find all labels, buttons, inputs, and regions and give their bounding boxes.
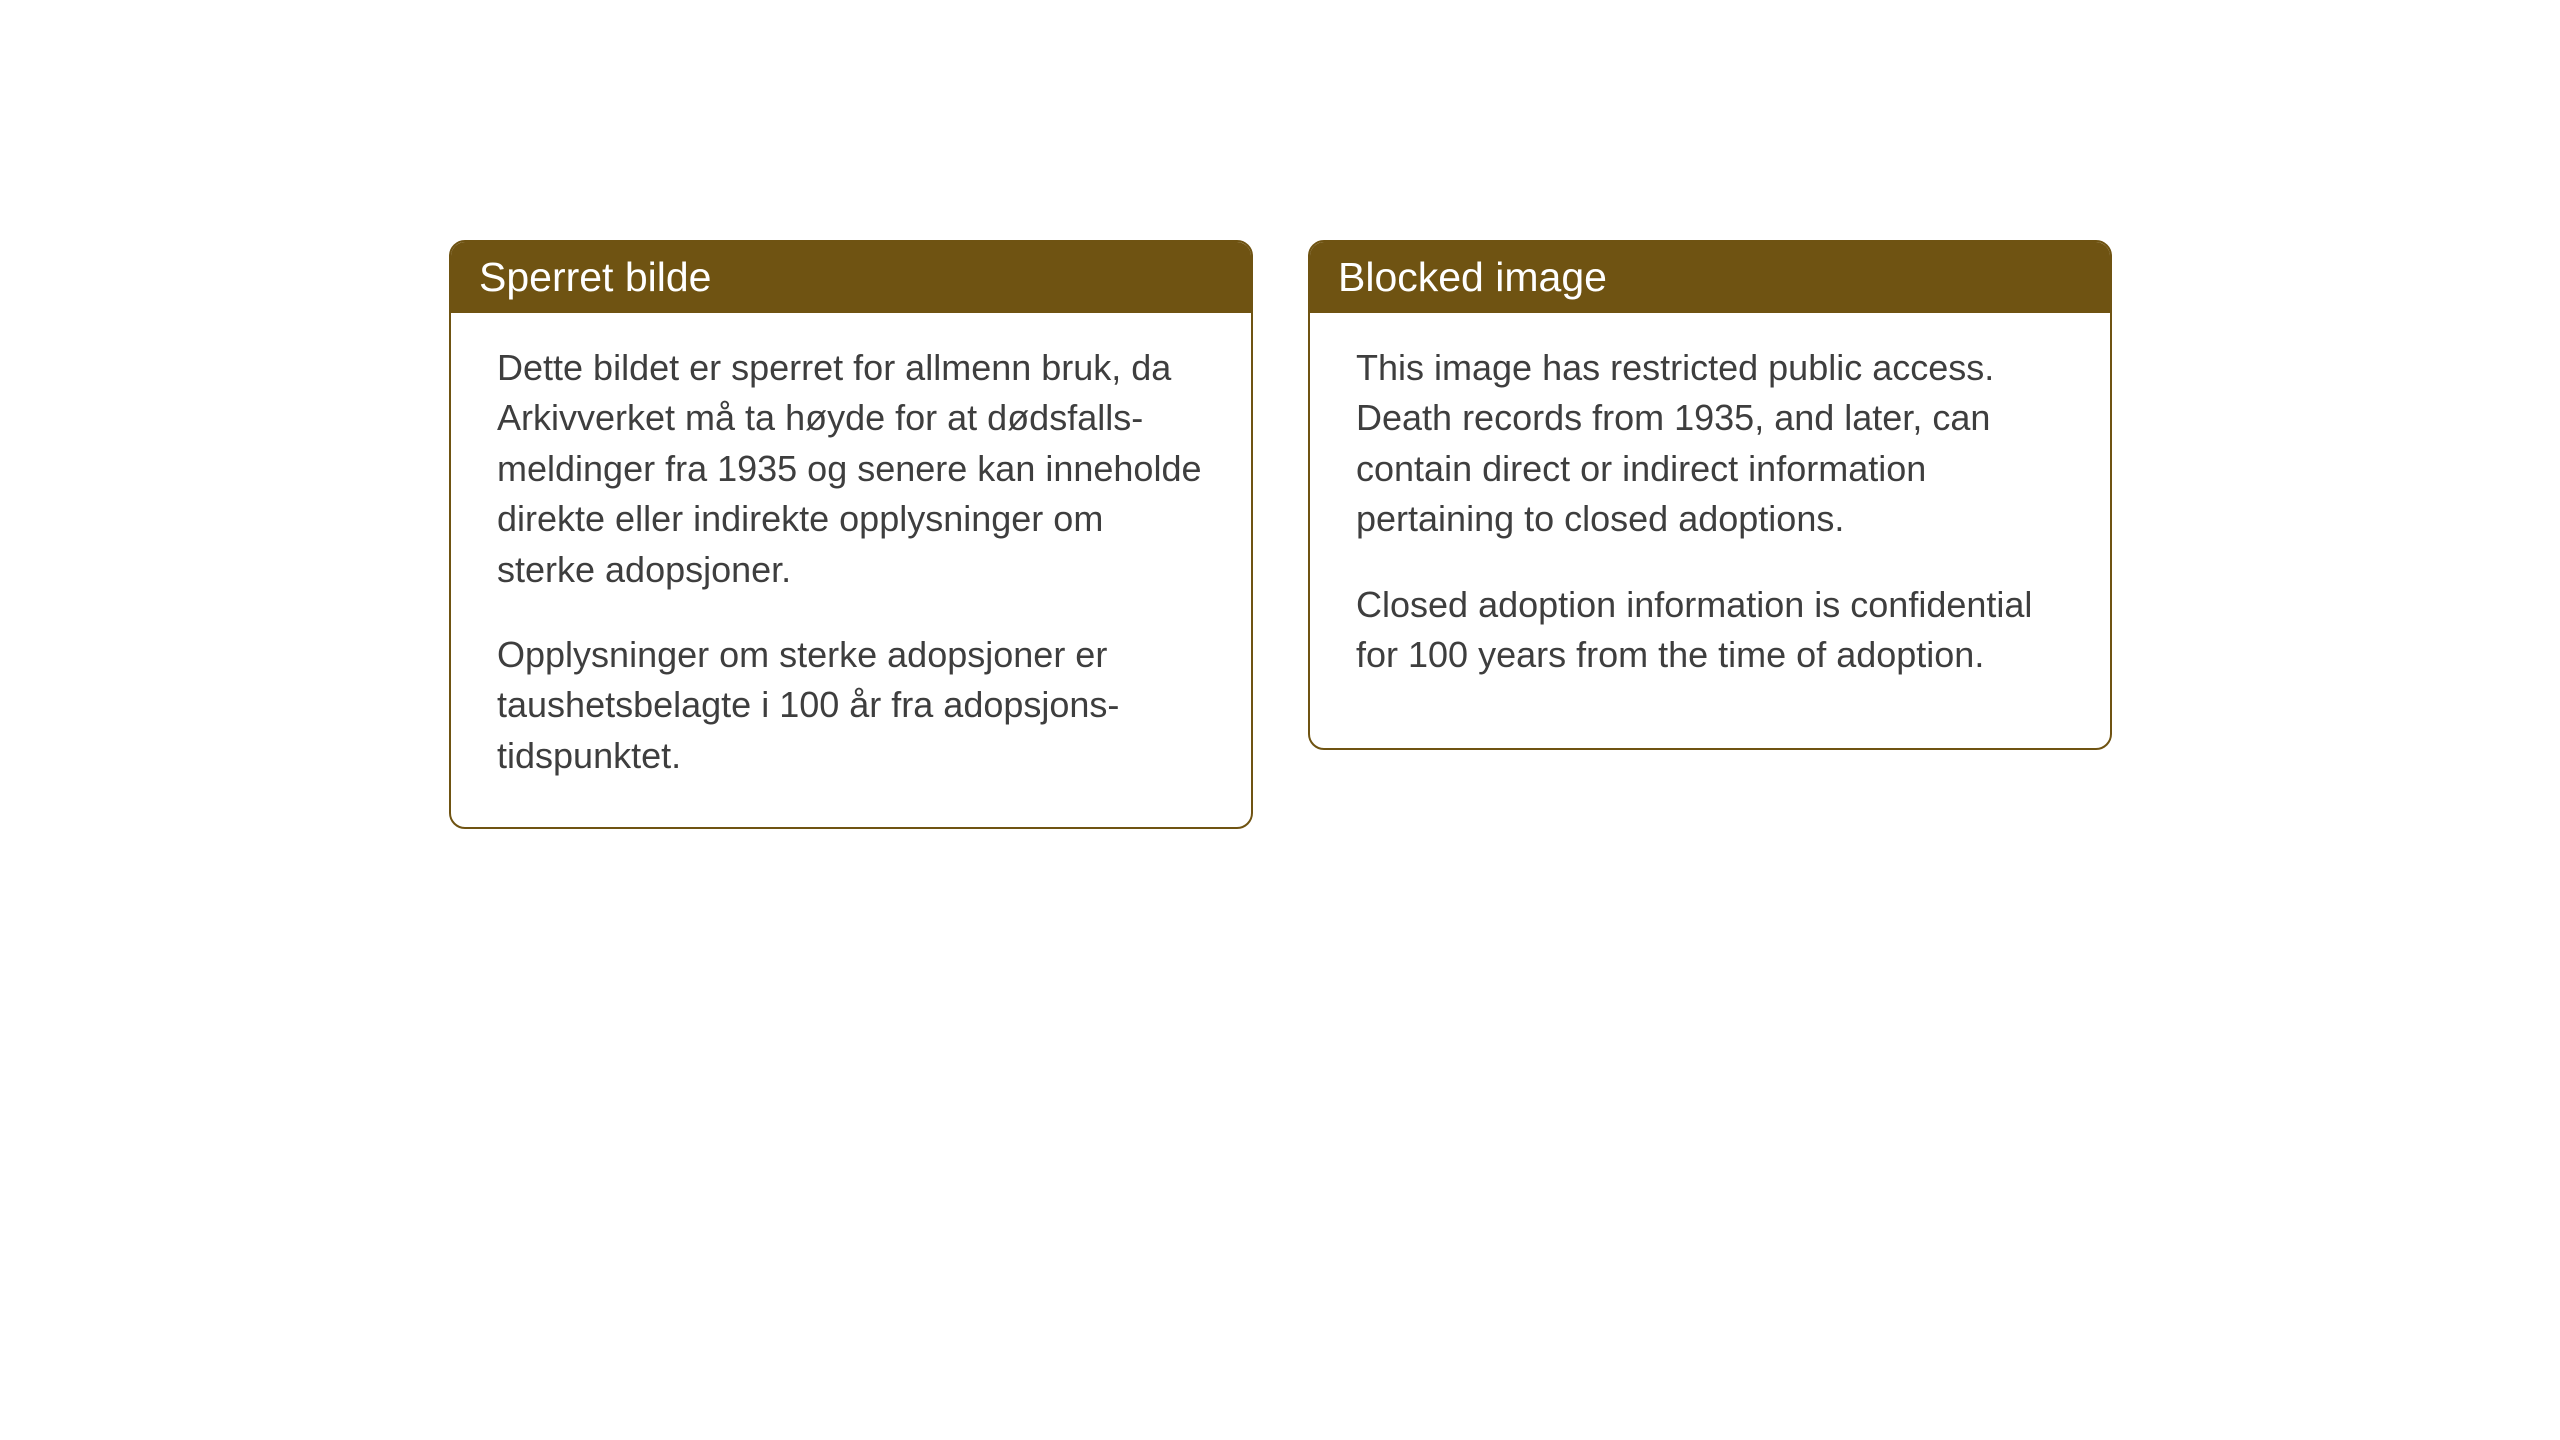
english-paragraph-2: Closed adoption information is confident… xyxy=(1356,580,2064,681)
norwegian-card-body: Dette bildet er sperret for allmenn bruk… xyxy=(451,313,1251,827)
norwegian-card-title: Sperret bilde xyxy=(451,242,1251,313)
cards-container: Sperret bilde Dette bildet er sperret fo… xyxy=(449,240,2112,829)
norwegian-paragraph-1: Dette bildet er sperret for allmenn bruk… xyxy=(497,343,1205,595)
english-paragraph-1: This image has restricted public access.… xyxy=(1356,343,2064,545)
norwegian-notice-card: Sperret bilde Dette bildet er sperret fo… xyxy=(449,240,1253,829)
english-card-title: Blocked image xyxy=(1310,242,2110,313)
english-card-body: This image has restricted public access.… xyxy=(1310,313,2110,726)
english-notice-card: Blocked image This image has restricted … xyxy=(1308,240,2112,750)
norwegian-paragraph-2: Opplysninger om sterke adopsjoner er tau… xyxy=(497,630,1205,781)
